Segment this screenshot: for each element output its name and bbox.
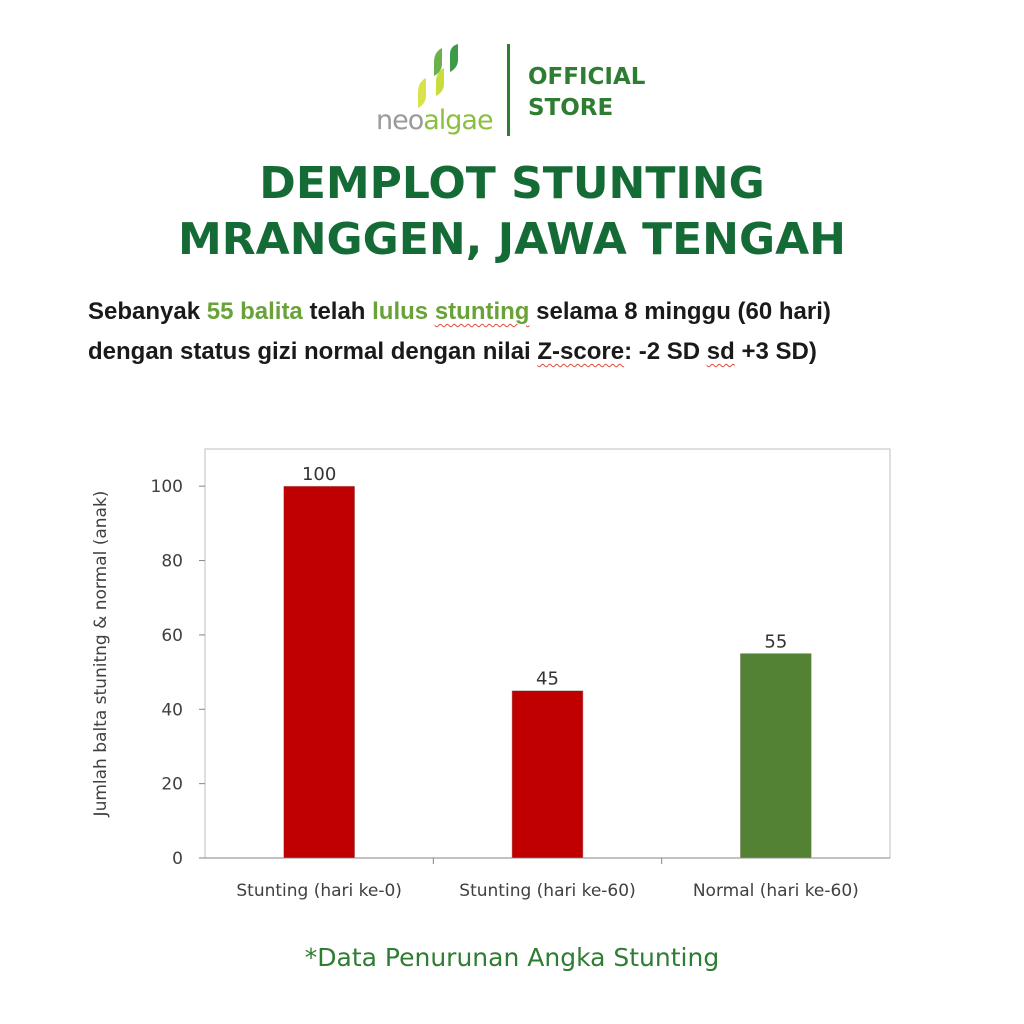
bar (740, 653, 812, 859)
summary-highlight-lulus: lulus (372, 298, 429, 325)
summary-highlight-count: 55 balita (206, 298, 303, 325)
summary-seg: +3 SD) (734, 338, 817, 365)
y-tick-label: 80 (161, 552, 183, 572)
data-label: 45 (536, 669, 559, 690)
page-title: DEMPLOT STUNTING MRANGGEN, JAWA TENGAH (0, 156, 1024, 268)
summary-zscore: Z-score (537, 338, 625, 365)
y-tick-label: 20 (161, 775, 183, 795)
brand-divider (507, 44, 510, 136)
summary-seg: telah (302, 298, 373, 325)
data-label: 55 (764, 632, 787, 653)
y-tick-label: 0 (172, 849, 183, 869)
x-category-label: Stunting (hari ke-60) (459, 881, 635, 901)
official-store-label: OFFICIAL STORE (528, 62, 645, 124)
brand-wordmark-neo: neo (376, 105, 424, 136)
data-label: 100 (302, 464, 336, 485)
official-store-line2: STORE (528, 95, 614, 121)
bar (283, 485, 355, 859)
page-title-line2: MRANGGEN, JAWA TENGAH (178, 214, 846, 265)
chart-footnote: *Data Penurunan Angka Stunting (304, 943, 720, 972)
page-title-line1: DEMPLOT STUNTING (259, 158, 765, 209)
neoalgae-logo-icon (418, 44, 458, 108)
official-store-line1: OFFICIAL (528, 64, 646, 90)
summary-seg: selama 8 minggu (60 hari) (529, 298, 831, 325)
summary-line1: Sebanyak 55 balita telah lulus stunting … (88, 292, 988, 332)
summary-seg: Sebanyak (88, 298, 207, 325)
summary-line2: dengan status gizi normal dengan nilai Z… (88, 332, 988, 372)
y-axis-title: Jumlah balta stunitng & normal (anak) (91, 491, 111, 818)
summary-text: Sebanyak 55 balita telah lulus stunting … (88, 292, 988, 372)
brand-wordmark: neoalgae (376, 105, 494, 136)
x-category-label: Stunting (hari ke-0) (236, 881, 402, 901)
bar (511, 690, 584, 859)
summary-sd: sd (706, 338, 735, 365)
y-tick-label: 100 (151, 477, 183, 497)
brand-wordmark-algae: algae (423, 105, 493, 136)
summary-seg: dengan status gizi normal dengan nilai (88, 338, 538, 365)
y-tick-label: 40 (161, 700, 183, 720)
y-tick-label: 60 (161, 626, 183, 646)
summary-highlight-stunting: stunting (434, 298, 530, 325)
summary-seg: : -2 SD (624, 338, 707, 365)
x-category-label: Normal (hari ke-60) (693, 881, 859, 901)
